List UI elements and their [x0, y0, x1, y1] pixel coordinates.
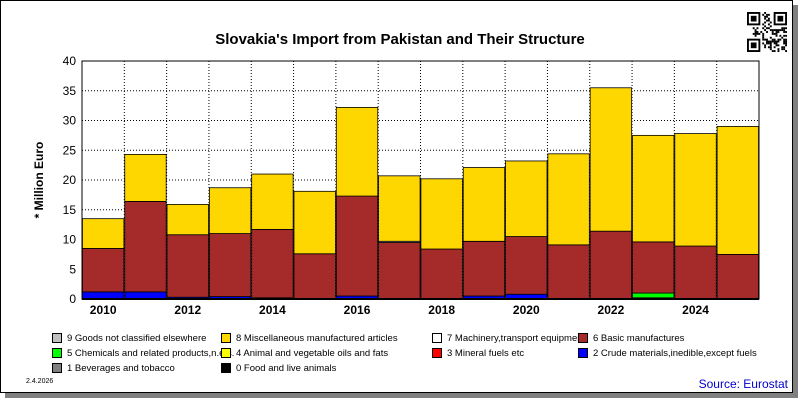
y-axis-label: * Million Euro [32, 142, 46, 219]
bar-segment [674, 245, 717, 299]
legend-swatch [221, 348, 231, 358]
date-label: 2.4.2026 [26, 378, 54, 385]
bar-segment [124, 154, 167, 202]
bar-segment [82, 218, 125, 249]
legend-label: 6 Basic manufactures [593, 333, 685, 344]
legend-item: 4 Animal and vegetable oils and fats [221, 348, 388, 359]
x-tick-label: 2018 [428, 303, 455, 317]
y-tick-label: 5 [69, 262, 76, 276]
bar-segment [505, 160, 548, 237]
bar-segment [251, 228, 294, 299]
bar-segment [505, 236, 548, 295]
legend-label: 9 Goods not classified elsewhere [67, 333, 207, 344]
legend-label: 2 Crude materials,inedible,except fuels [593, 348, 757, 359]
bar-segment [632, 134, 675, 243]
bar-segment [251, 173, 294, 230]
legend-swatch [52, 348, 62, 358]
bar-segment [208, 187, 252, 234]
y-tick-label: 30 [63, 114, 77, 128]
chart-title: Slovakia's Import from Pakistan and Thei… [215, 31, 585, 48]
x-tick-label: 2014 [259, 303, 286, 317]
legend-item: 6 Basic manufactures [578, 333, 684, 344]
legend-item: 8 Miscellaneous manufactured articles [221, 333, 398, 344]
legend-item: 0 Food and live animals [221, 363, 336, 374]
bar-segment [420, 178, 463, 250]
bar-segment [166, 234, 209, 298]
legend-label: 7 Machinery,transport equipment [447, 333, 586, 344]
legend-label: 8 Miscellaneous manufactured articles [236, 333, 398, 344]
legend-label: 1 Beverages and tobacco [67, 363, 175, 374]
bar-segment [378, 175, 421, 242]
legend-label: 4 Animal and vegetable oils and fats [236, 348, 389, 359]
bar-segment [378, 242, 421, 299]
bar-segment [420, 248, 463, 299]
x-tick-label: 2012 [174, 303, 201, 317]
bar-segment [462, 240, 506, 297]
bar-segment [82, 248, 125, 293]
x-tick-label: 2020 [513, 303, 540, 317]
x-tick-label: 2024 [682, 303, 709, 317]
axis-layer: 0 5 10 15 20 25 30 35 40 2010 2012 2014 2016 2018 2020… [32, 54, 760, 317]
bar-segment [632, 292, 675, 299]
bar-segment [293, 190, 336, 255]
legend-item: 9 Goods not classified elsewhere [52, 333, 206, 344]
y-tick-label: 15 [63, 203, 77, 217]
y-tick-label: 20 [63, 173, 77, 187]
bar-segment [335, 195, 379, 297]
x-tick-label: 2022 [598, 303, 625, 317]
y-tick-label: 0 [69, 292, 76, 306]
bar-segment [716, 126, 759, 255]
bar-segment [208, 233, 252, 298]
bar-segment [124, 291, 167, 300]
legend-item: 1 Beverages and tobacco [52, 363, 175, 374]
legend-item: 2 Crude materials,inedible,except fuels [578, 348, 757, 359]
legend-swatch [221, 333, 231, 343]
bar-segment [632, 241, 675, 294]
legend-label: 3 Mineral fuels etc [447, 348, 525, 359]
y-tick-label: 40 [63, 54, 77, 68]
qr-code-icon [747, 12, 787, 52]
legend-item: 5 Chemicals and related products,n.e.s. [52, 348, 234, 359]
x-tick-label: 2016 [344, 303, 371, 317]
bar-segment [716, 253, 759, 299]
legend-swatch [578, 348, 588, 358]
bar-segment [166, 203, 209, 236]
bar-segment [124, 201, 167, 293]
bar-segment [589, 230, 633, 299]
bar-segment [462, 167, 506, 242]
legend-swatch [578, 333, 588, 343]
legend-label: 0 Food and live animals [236, 363, 337, 374]
bar-segment [82, 291, 125, 300]
x-tick-label: 2010 [90, 303, 117, 317]
legend-swatch [221, 363, 231, 373]
y-tick-label: 25 [63, 143, 77, 157]
legend-label: 5 Chemicals and related products,n.e.s. [67, 348, 235, 359]
legend-item: 7 Machinery,transport equipment [432, 333, 585, 344]
y-tick-label: 35 [63, 84, 77, 98]
bar-segment [674, 133, 717, 247]
legend-swatch [432, 348, 442, 358]
bar-segment [293, 253, 336, 299]
legend-swatch [52, 333, 62, 343]
source-label: Source: Eurostat [698, 377, 788, 391]
bar-segment [589, 87, 633, 232]
y-tick-label: 10 [63, 233, 77, 247]
legend-item: 3 Mineral fuels etc [432, 348, 524, 359]
legend-swatch [432, 333, 442, 343]
bar-segment [547, 244, 590, 299]
bar-segment [547, 153, 590, 246]
legend-swatch [52, 363, 62, 373]
bar-segment [335, 107, 379, 197]
